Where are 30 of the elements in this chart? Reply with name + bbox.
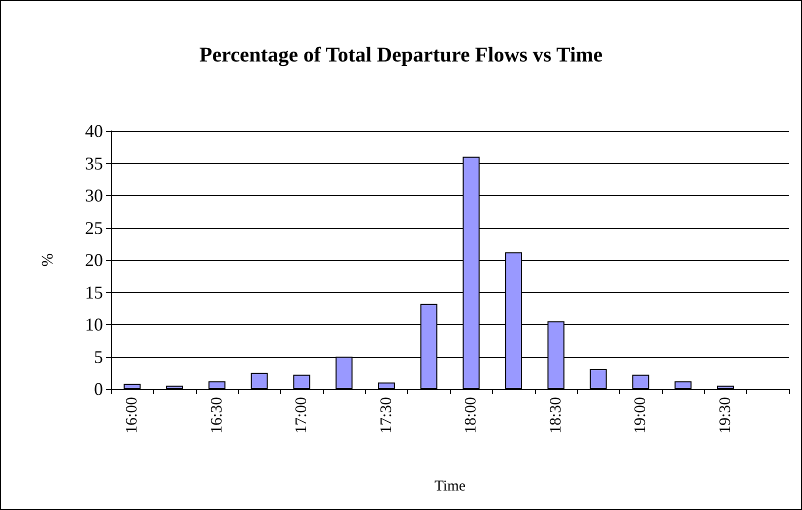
- y-axis-title: %: [40, 253, 56, 267]
- bar: [590, 369, 607, 389]
- chart-title: Percentage of Total Departure Flows vs Time: [199, 42, 603, 66]
- x-tick-label: 18:30: [547, 397, 564, 434]
- y-tick-label: 10: [85, 314, 103, 334]
- bar: [293, 374, 310, 389]
- y-tick-label: 15: [85, 282, 103, 302]
- bar: [166, 386, 184, 389]
- y-tick-label: 25: [85, 218, 103, 238]
- y-tick-label: 40: [85, 121, 103, 141]
- x-tick-label: 17:30: [378, 397, 395, 434]
- x-tick-label: 16:00: [124, 397, 141, 434]
- x-axis-title: Time: [434, 478, 466, 494]
- y-tick-label: 5: [94, 346, 103, 367]
- bar: [250, 372, 268, 389]
- x-tick-label: 17:00: [293, 397, 310, 434]
- y-tick-label: 35: [85, 153, 103, 174]
- bar: [378, 382, 395, 389]
- x-tick-label: 18:00: [462, 397, 480, 434]
- bar: [674, 381, 692, 389]
- y-tick-label: 20: [85, 250, 103, 270]
- x-tick-label: 19:30: [716, 397, 734, 434]
- y-tick-label: 30: [85, 186, 103, 206]
- y-tick-label: 0: [94, 379, 103, 399]
- bar: [632, 374, 650, 389]
- bar: [124, 384, 141, 389]
- bar: [716, 386, 734, 389]
- x-tick-label: 16:30: [208, 397, 226, 434]
- bar: [208, 381, 226, 389]
- x-tick-label: 19:00: [632, 397, 650, 434]
